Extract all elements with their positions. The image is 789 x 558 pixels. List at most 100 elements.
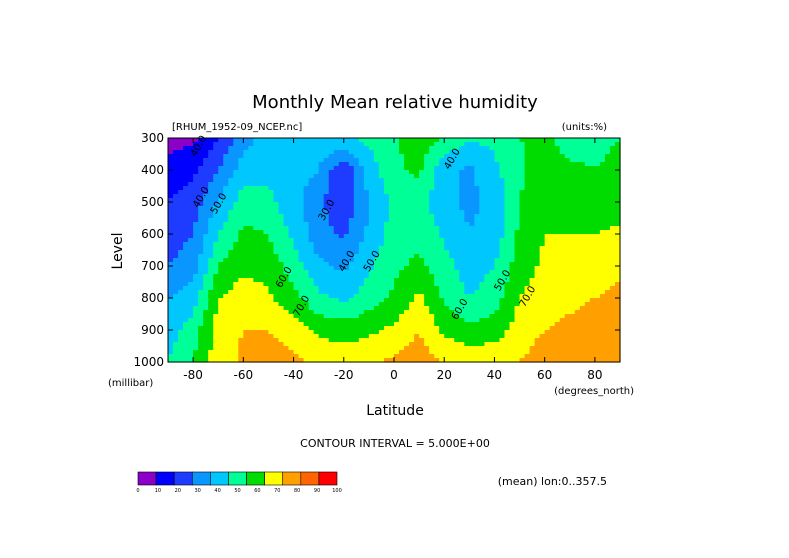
contour-cell xyxy=(198,234,204,239)
contour-cell xyxy=(554,298,561,303)
contour-cell xyxy=(263,290,270,295)
contour-cell xyxy=(429,258,435,263)
contour-cell xyxy=(529,314,536,319)
contour-cell xyxy=(509,350,516,355)
contour-cell xyxy=(293,194,300,199)
contour-cell xyxy=(288,310,295,315)
contour-cell xyxy=(444,274,450,279)
contour-cell xyxy=(323,266,330,271)
contour-cell xyxy=(283,322,290,327)
contour-cell xyxy=(298,358,305,363)
contour-cell xyxy=(479,294,485,299)
contour-cell xyxy=(343,186,350,191)
contour-cell xyxy=(288,330,295,335)
contour-cell xyxy=(198,358,204,363)
contour-cell xyxy=(188,278,194,283)
contour-cell xyxy=(343,182,350,187)
contour-cell xyxy=(499,338,506,343)
contour-cell xyxy=(358,154,365,159)
contour-cell xyxy=(338,190,345,195)
contour-cell xyxy=(504,238,511,243)
contour-cell xyxy=(529,146,536,151)
contour-cell xyxy=(363,266,370,271)
contour-cell xyxy=(308,330,315,335)
contour-cell xyxy=(368,314,375,319)
contour-cell xyxy=(178,322,184,327)
contour-cell xyxy=(303,314,310,319)
contour-cell xyxy=(464,338,470,343)
contour-cell xyxy=(514,242,521,247)
contour-cell xyxy=(539,238,546,243)
contour-cell xyxy=(363,182,370,187)
contour-cell xyxy=(328,210,335,215)
contour-cell xyxy=(394,354,400,359)
contour-cell xyxy=(193,210,199,215)
contour-cell xyxy=(278,150,285,155)
contour-cell xyxy=(549,138,556,143)
contour-cell xyxy=(243,210,249,215)
contour-cell xyxy=(268,298,275,303)
contour-cell xyxy=(278,250,285,255)
contour-cell xyxy=(313,310,320,315)
contour-cell xyxy=(484,174,491,179)
contour-cell xyxy=(238,230,244,235)
contour-cell xyxy=(499,230,506,235)
contour-cell xyxy=(183,210,189,215)
contour-cell xyxy=(439,338,445,343)
contour-cell xyxy=(268,158,275,163)
contour-cell xyxy=(534,162,541,167)
contour-cell xyxy=(368,242,375,247)
contour-cell xyxy=(228,330,234,335)
contour-cell xyxy=(278,206,285,211)
contour-cell xyxy=(494,314,501,319)
contour-cell xyxy=(238,270,244,275)
contour-cell xyxy=(469,194,475,199)
contour-cell xyxy=(218,266,224,271)
contour-cell xyxy=(343,150,350,155)
contour-cell xyxy=(524,142,531,147)
contour-cell xyxy=(409,154,415,159)
contour-cell xyxy=(404,358,410,363)
contour-cell xyxy=(569,166,576,171)
contour-cell xyxy=(524,210,531,215)
contour-cell xyxy=(333,254,340,259)
contour-cell xyxy=(348,294,355,299)
contour-cell xyxy=(564,358,571,363)
contour-cell xyxy=(383,218,390,223)
contour-cell xyxy=(363,226,370,231)
contour-cell xyxy=(343,334,350,339)
contour-cell xyxy=(539,222,546,227)
contour-cell xyxy=(268,302,275,307)
contour-cell xyxy=(404,306,410,311)
contour-cell xyxy=(484,310,491,315)
contour-cell xyxy=(348,298,355,303)
contour-cell xyxy=(243,222,249,227)
contour-cell xyxy=(494,226,501,231)
contour-cell xyxy=(388,214,395,219)
contour-cell xyxy=(599,138,606,143)
contour-cell xyxy=(529,286,536,291)
contour-cell xyxy=(584,190,591,195)
contour-cell xyxy=(569,178,576,183)
contour-cell xyxy=(509,186,516,191)
contour-cell xyxy=(594,158,601,163)
contour-cell xyxy=(373,186,380,191)
contour-cell xyxy=(579,226,586,231)
contour-cell xyxy=(338,330,345,335)
contour-cell xyxy=(549,146,556,151)
contour-cell xyxy=(278,334,285,339)
contour-cell xyxy=(203,214,209,219)
contour-cell xyxy=(404,330,410,335)
contour-cell xyxy=(233,330,239,335)
contour-cell xyxy=(444,182,450,187)
contour-cell xyxy=(404,254,410,259)
contour-cell xyxy=(243,218,249,223)
contour-cell xyxy=(173,278,179,283)
contour-cell xyxy=(569,218,576,223)
contour-cell xyxy=(474,194,480,199)
contour-cell xyxy=(579,306,586,311)
contour-cell xyxy=(449,318,455,323)
contour-cell xyxy=(534,342,541,347)
contour-cell xyxy=(318,194,325,199)
contour-cell xyxy=(383,330,390,335)
